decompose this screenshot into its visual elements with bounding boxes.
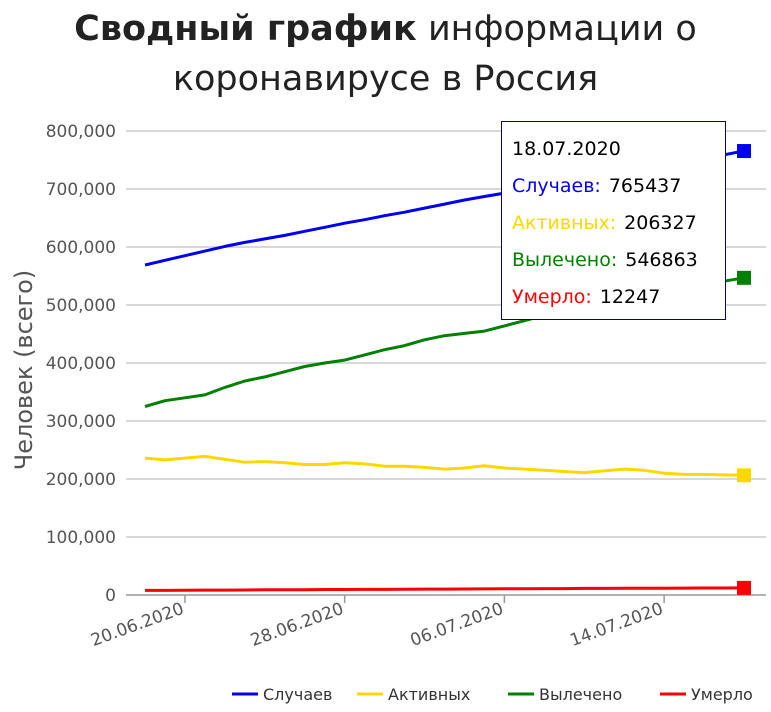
legend-item[interactable]: Умерло <box>691 685 753 704</box>
y-axis-label: Человек (всего) <box>10 270 38 470</box>
tooltip-row-value: 12247 <box>599 286 661 308</box>
tooltip-row-label: Активных: <box>512 212 617 234</box>
y-tick-label: 400,000 <box>46 354 116 374</box>
series-line <box>145 586 745 592</box>
tooltip-row-label: Умерло: <box>512 286 592 308</box>
hover-tooltip: 18.07.2020 Случаев: 765437 Активных: 206327… <box>501 121 726 320</box>
series-line <box>144 454 745 477</box>
tooltip-row-value: 206327 <box>624 212 697 234</box>
x-tick-label: 14.07.2020 <box>568 599 666 651</box>
y-tick-label: 100,000 <box>46 528 116 548</box>
tooltip-row: Умерло: 12247 <box>512 282 725 319</box>
series-end-marker[interactable] <box>737 144 751 159</box>
series-end-marker[interactable] <box>737 270 751 285</box>
chart-title-bold: Сводный график <box>74 9 417 49</box>
tooltip-date: 18.07.2020 <box>512 138 621 160</box>
y-tick-label: 500,000 <box>46 296 116 316</box>
legend-item[interactable]: Активных <box>388 685 470 704</box>
tooltip-row-label: Случаев: <box>512 175 601 197</box>
tooltip-row-label: Вылечено: <box>512 249 618 271</box>
y-tick-labels: 0 100,000 200,000 300,000 400,000 500,000 600,… <box>46 122 116 606</box>
chart-title-line2: коронавирусе в Россия <box>172 59 599 99</box>
legend: Случаев Активных Вылечено Умерло <box>232 685 753 704</box>
y-tick-label: 800,000 <box>46 122 116 142</box>
y-tick-label: 600,000 <box>46 238 116 258</box>
legend-item[interactable]: Случаев <box>263 685 332 704</box>
tooltip-row-value: 765437 <box>608 175 682 197</box>
y-tick-label: 300,000 <box>46 412 116 432</box>
tooltip-row: Активных: 206327 <box>512 208 725 245</box>
series-end-marker[interactable] <box>737 580 751 595</box>
tooltip-row: Случаев: 765437 <box>512 171 725 208</box>
tooltip-row: Вылечено: 546863 <box>512 245 725 282</box>
end-markers <box>737 144 751 595</box>
y-tick-label: 0 <box>105 586 116 606</box>
chart-title-rest: информации о <box>427 9 697 49</box>
x-tick-labels: 20.06.2020 28.06.2020 06.07.2020 14.07.2020 <box>88 595 666 651</box>
grid-lines <box>126 130 766 596</box>
x-tick-label: 20.06.2020 <box>88 599 186 651</box>
x-tick-label: 28.06.2020 <box>248 599 346 651</box>
chart-title: Сводный график информации о коронавирусе… <box>0 4 771 104</box>
y-tick-label: 700,000 <box>46 180 116 200</box>
y-tick-label: 200,000 <box>46 470 116 490</box>
x-tick-label: 06.07.2020 <box>408 599 506 651</box>
tooltip-row-value: 546863 <box>625 249 698 271</box>
legend-item[interactable]: Вылечено <box>539 685 622 704</box>
series-end-marker[interactable] <box>737 468 751 483</box>
